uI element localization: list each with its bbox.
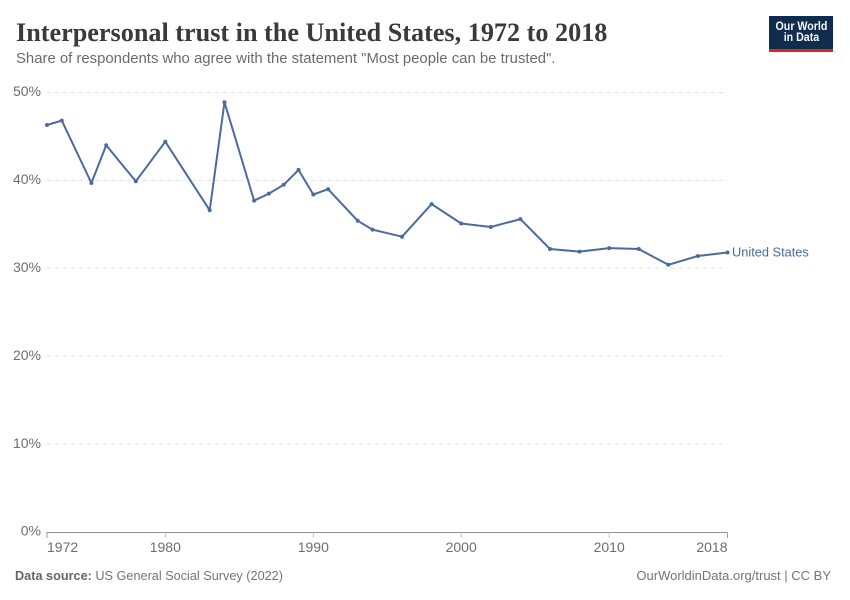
svg-text:2000: 2000 [446,539,477,555]
svg-text:1972: 1972 [47,539,78,555]
svg-text:40%: 40% [13,171,41,187]
svg-text:1980: 1980 [150,539,181,555]
svg-text:10%: 10% [13,435,41,451]
svg-text:United States: United States [732,245,809,260]
svg-text:1990: 1990 [298,539,329,555]
svg-text:30%: 30% [13,259,41,275]
svg-text:2010: 2010 [594,539,625,555]
svg-text:50%: 50% [13,83,41,99]
svg-text:2018: 2018 [696,539,727,555]
svg-text:20%: 20% [13,347,41,363]
svg-text:0%: 0% [21,523,41,539]
